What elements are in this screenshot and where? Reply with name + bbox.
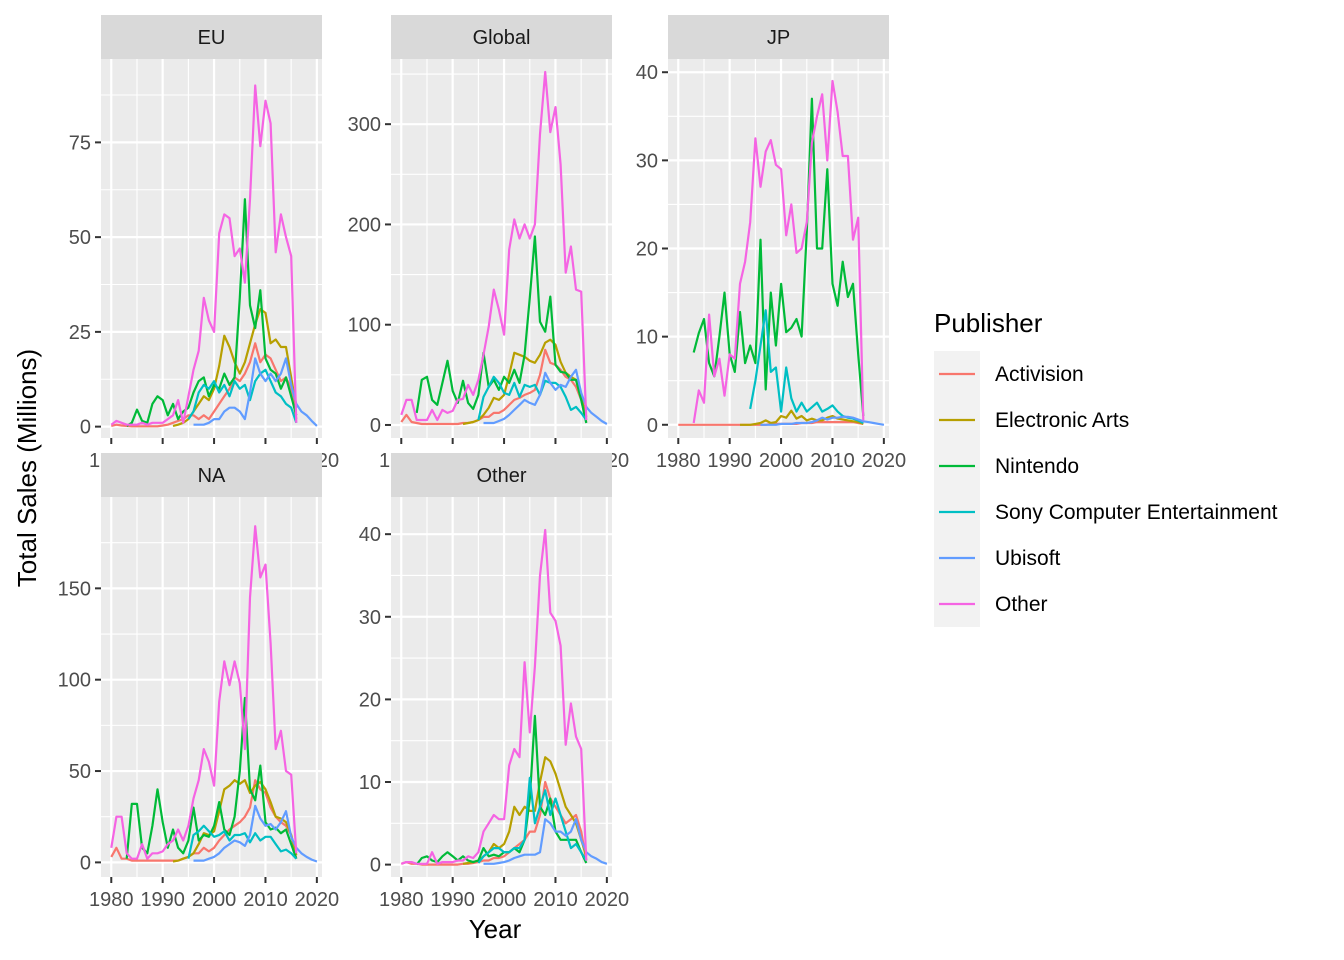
series-line-jp-nintendo (692, 97, 865, 417)
legend-key-background (934, 351, 980, 627)
y-tick-label-global: 0 (370, 415, 381, 437)
x-tick-label-other: 1990 (430, 889, 475, 911)
y-tick-label-na: 150 (58, 578, 91, 600)
y-tick-label-jp: 0 (647, 415, 658, 437)
panel-background-other (391, 497, 612, 877)
panel-na: NA 0 50 100 150 1980 1990 2000 2010 2020 (58, 453, 339, 911)
y-tick-label-eu: 25 (69, 322, 91, 344)
legend-item-ubisoft: Ubisoft (939, 547, 1061, 570)
strip-na (101, 453, 322, 497)
legend-label-electronic-arts: Electronic Arts (995, 409, 1129, 432)
x-tick-label-jp: 2020 (862, 450, 907, 472)
x-axis-title: Year (469, 914, 522, 944)
x-tick-label-jp: 1990 (707, 450, 752, 472)
x-tick-label-other: 1980 (379, 889, 424, 911)
x-tick-label-other: 2010 (533, 889, 578, 911)
x-tick-label-na: 1990 (140, 889, 185, 911)
legend-item-nintendo: Nintendo (939, 455, 1079, 478)
x-tick-label-jp: 2010 (810, 450, 855, 472)
minor-grid-global (391, 59, 612, 438)
series-line-jp-ubisoft (760, 415, 885, 426)
series-lines-na (110, 525, 318, 863)
y-tick-label-jp: 10 (636, 327, 658, 349)
y-tick-label-global: 200 (348, 214, 381, 236)
x-tick-label-na: 2010 (243, 889, 288, 911)
legend-label-activision: Activision (995, 363, 1084, 386)
strip-label-global: Global (473, 27, 531, 49)
series-line-eu-nintendo (126, 198, 298, 427)
legend-label-sony-computer-entertainment: Sony Computer Entertainment (995, 501, 1278, 524)
legend-label-other: Other (995, 593, 1048, 616)
strip-label-other: Other (476, 465, 526, 487)
strip-label-eu: EU (198, 27, 226, 49)
strip-label-jp: JP (767, 27, 790, 49)
series-line-other-sony-computer-entertainment (477, 776, 588, 864)
panel-jp: JP 0 10 20 30 40 1980 1990 2000 2010 2020 (636, 15, 906, 472)
legend-item-sony-computer-entertainment: Sony Computer Entertainment (939, 501, 1278, 524)
y-tick-label-global: 100 (348, 315, 381, 337)
y-tick-label-eu: 0 (80, 417, 91, 439)
legend-title: Publisher (934, 308, 1043, 338)
series-line-na-electronic-arts (172, 779, 298, 863)
series-line-global-sony-computer-entertainment (477, 375, 588, 421)
y-tick-label-global: 300 (348, 114, 381, 136)
y-tick-label-jp: 30 (636, 150, 658, 172)
legend-label-nintendo: Nintendo (995, 455, 1079, 478)
legend-label-ubisoft: Ubisoft (995, 547, 1061, 570)
panel-other: Other 0 10 20 30 40 1980 1990 2000 2010 2020 (359, 453, 629, 911)
series-lines-jp (678, 79, 885, 426)
y-tick-label-na: 100 (58, 670, 91, 692)
legend-item-other: Other (939, 593, 1048, 616)
y-tick-label-na: 50 (69, 761, 91, 783)
series-line-jp-electronic-arts (740, 409, 864, 426)
y-tick-label-eu: 75 (69, 132, 91, 154)
strip-label-na: NA (198, 465, 226, 487)
strip-eu (101, 15, 322, 59)
series-line-na-activision (110, 779, 298, 862)
y-tick-label-other: 40 (359, 524, 381, 546)
y-tick-label-na: 0 (80, 852, 91, 874)
strip-jp (668, 15, 889, 59)
y-tick-label-jp: 20 (636, 239, 658, 261)
x-tick-label-na: 2000 (192, 889, 237, 911)
x-tick-label-na: 1980 (89, 889, 134, 911)
series-line-other-activision (400, 780, 588, 866)
y-tick-label-other: 20 (359, 689, 381, 711)
legend-item-activision: Activision (939, 363, 1084, 386)
series-line-eu-other (110, 84, 298, 426)
panel-eu: EU025507519801990200020102020 (69, 15, 339, 472)
series-lines-other (400, 528, 608, 866)
y-tick-label-jp: 40 (636, 62, 658, 84)
x-tick-label-other: 2020 (585, 889, 630, 911)
x-tick-label-jp: 1980 (656, 450, 701, 472)
y-tick-label-eu: 50 (69, 227, 91, 249)
facet-panels: EU025507519801990200020102020Global01002… (58, 15, 906, 911)
series-lines-eu (110, 84, 318, 428)
legend-item-electronic-arts: Electronic Arts (939, 409, 1129, 432)
y-axis-title: Total Sales (Millions) (12, 349, 42, 587)
series-line-other-nintendo (415, 714, 588, 866)
series-line-global-nintendo (415, 235, 588, 424)
series-line-eu-sony-computer-entertainment (187, 368, 298, 424)
x-tick-label-na: 2020 (295, 889, 340, 911)
panel-background-eu (101, 59, 322, 438)
series-line-other-other (400, 528, 588, 865)
legend: Publisher Activision Electronic Arts Ninte… (934, 308, 1278, 627)
series-line-jp-other (692, 79, 865, 424)
legend-items: Activision Electronic Arts Nintendo Sony Co… (934, 351, 1278, 627)
strip-global (391, 15, 612, 59)
major-grid-jp (668, 59, 889, 438)
y-tick-label-other: 10 (359, 772, 381, 794)
series-line-global-other (400, 70, 588, 422)
x-tick-label-jp: 2000 (759, 450, 804, 472)
minor-grid-na (101, 497, 322, 877)
series-lines-global (400, 70, 608, 426)
series-line-na-sony-computer-entertainment (187, 824, 298, 860)
y-tick-label-other: 0 (370, 855, 381, 877)
strip-other (391, 453, 612, 497)
x-tick-label-other: 2000 (482, 889, 527, 911)
y-tick-label-other: 30 (359, 607, 381, 629)
series-line-na-other (110, 525, 298, 860)
